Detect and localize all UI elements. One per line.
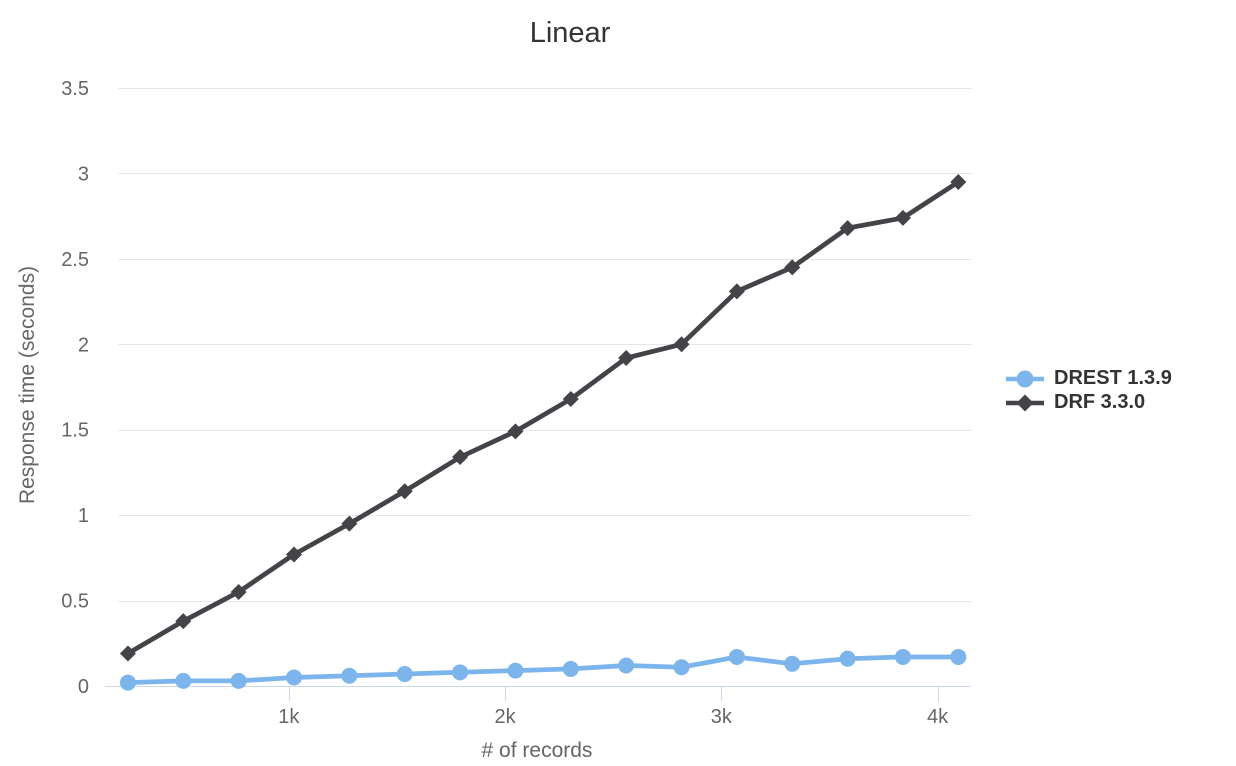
line-diamond-marker-icon	[1006, 394, 1044, 411]
data-point[interactable]	[950, 173, 967, 190]
legend-label-drest: DREST 1.3.9	[1054, 367, 1172, 389]
y-tick-label: 2	[78, 334, 89, 356]
data-point[interactable]	[618, 657, 635, 674]
legend: DREST 1.3.9 DRF 3.3.0	[1004, 367, 1172, 414]
series-line-0	[125, 654, 961, 685]
data-point[interactable]	[396, 483, 413, 500]
data-point[interactable]	[562, 390, 579, 407]
legend-item-drf[interactable]: DRF 3.3.0	[1004, 391, 1172, 414]
data-point[interactable]	[839, 220, 856, 237]
data-point[interactable]	[728, 283, 745, 300]
data-point[interactable]	[618, 349, 635, 366]
y-tick-label: 0	[78, 676, 89, 698]
x-axis-title: # of records	[482, 739, 593, 762]
data-point[interactable]	[839, 650, 856, 667]
x-tick-label: 4k	[927, 706, 949, 728]
y-tick-label: 3.5	[61, 78, 89, 100]
data-point[interactable]	[728, 648, 745, 665]
legend-item-drest[interactable]: DREST 1.3.9	[1004, 367, 1172, 390]
data-point[interactable]	[562, 660, 579, 677]
gridlines	[118, 88, 972, 602]
line-circle-marker-icon	[1006, 370, 1044, 387]
data-point[interactable]	[784, 259, 801, 276]
data-point[interactable]	[452, 449, 469, 466]
series-layer	[119, 173, 967, 691]
data-point[interactable]	[175, 672, 192, 689]
x-tick-label: 3k	[711, 706, 733, 728]
y-axis-title: Response time (seconds)	[16, 266, 39, 504]
x-axis-tick-labels: 1k 2k 3k 4k	[278, 706, 949, 728]
data-point[interactable]	[894, 648, 911, 665]
y-tick-label: 1.5	[61, 420, 89, 442]
data-point[interactable]	[396, 666, 413, 683]
data-point[interactable]	[230, 584, 247, 601]
legend-label-drf: DRF 3.3.0	[1054, 391, 1146, 413]
series-line-1	[125, 179, 961, 656]
data-point[interactable]	[119, 645, 136, 662]
x-axis	[105, 686, 970, 702]
data-point[interactable]	[175, 613, 192, 630]
data-point[interactable]	[286, 669, 303, 686]
data-point[interactable]	[341, 515, 358, 532]
data-point[interactable]	[119, 674, 136, 691]
data-point[interactable]	[230, 672, 247, 689]
data-point[interactable]	[507, 662, 524, 679]
y-axis-tick-labels: 0 0.5 1 1.5 2 2.5 3 3.5	[61, 78, 89, 698]
data-point[interactable]	[950, 648, 967, 665]
data-point[interactable]	[894, 209, 911, 226]
data-point[interactable]	[286, 546, 303, 563]
data-point[interactable]	[673, 659, 690, 676]
x-tick-label: 1k	[278, 706, 300, 728]
data-point[interactable]	[452, 664, 469, 681]
data-point[interactable]	[784, 655, 801, 672]
y-tick-label: 2.5	[61, 249, 89, 271]
chart-title: Linear	[530, 17, 611, 49]
data-point[interactable]	[507, 423, 524, 440]
x-tick-label: 2k	[495, 706, 517, 728]
data-point[interactable]	[341, 667, 358, 684]
data-point[interactable]	[673, 336, 690, 353]
y-tick-label: 1	[78, 505, 89, 527]
y-tick-label: 3	[78, 163, 89, 185]
y-tick-label: 0.5	[61, 591, 89, 613]
